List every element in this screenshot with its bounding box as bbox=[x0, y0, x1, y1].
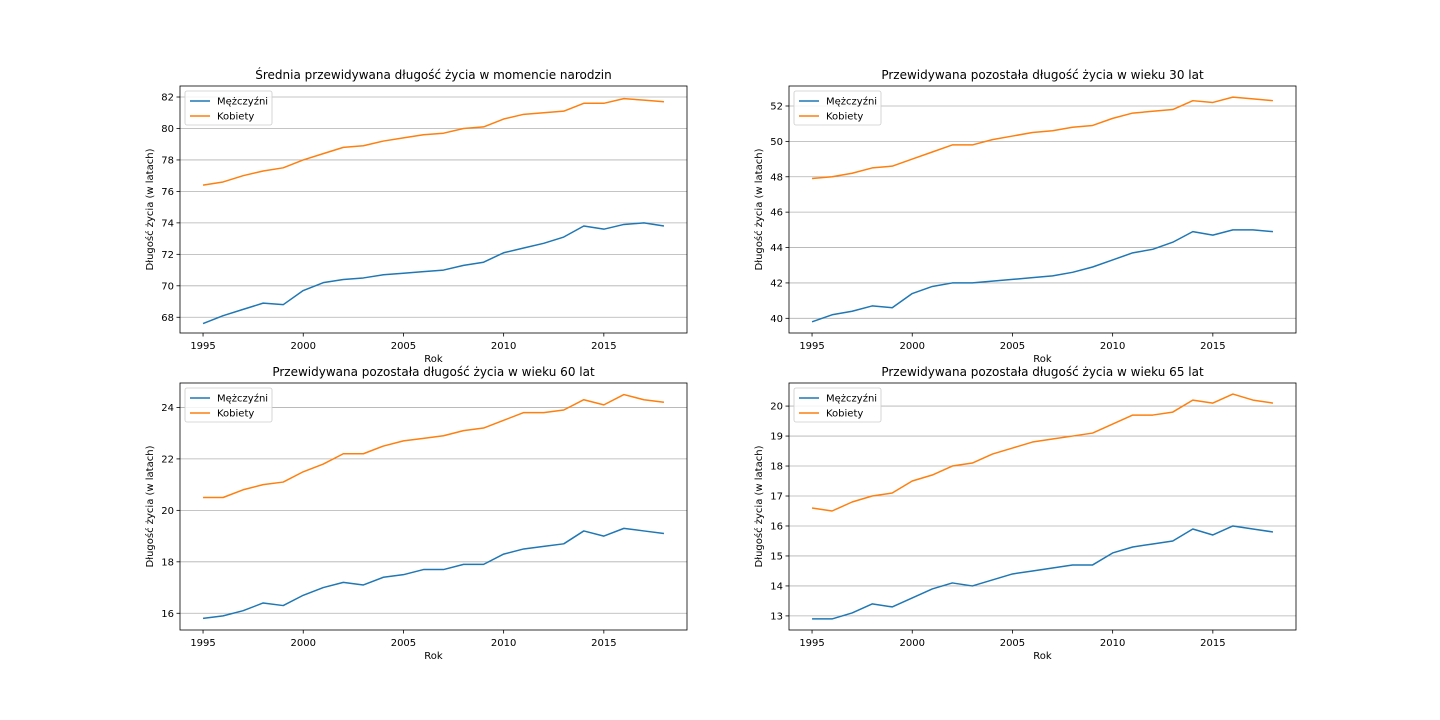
x-tick-label: 2015 bbox=[1200, 341, 1225, 352]
y-axis-label: Długość życia (w latach) bbox=[753, 148, 765, 270]
axes-frame bbox=[179, 382, 688, 631]
y-tick-label: 74 bbox=[161, 218, 174, 229]
series-line-women bbox=[811, 96, 1274, 180]
x-tick-label: 2010 bbox=[491, 341, 516, 352]
series-line-men bbox=[202, 222, 665, 325]
legend-label-women: Kobiety bbox=[217, 112, 254, 123]
y-tick-label: 50 bbox=[770, 137, 783, 148]
y-tick-label: 20 bbox=[770, 402, 783, 413]
x-tick-label: 2000 bbox=[900, 341, 925, 352]
axes-frame bbox=[788, 85, 1297, 334]
y-tick-label: 76 bbox=[161, 187, 174, 198]
x-tick-label: 2000 bbox=[291, 341, 316, 352]
x-axis-label: Rok bbox=[424, 651, 443, 662]
y-tick-label: 14 bbox=[770, 581, 783, 592]
x-tick-label: 1995 bbox=[190, 341, 215, 352]
series-line-women bbox=[811, 393, 1274, 512]
legend: Mężczyźni Kobiety bbox=[184, 90, 273, 126]
y-tick-label: 19 bbox=[770, 432, 783, 443]
y-tick-label: 40 bbox=[770, 314, 783, 325]
y-tick-label: 68 bbox=[161, 313, 174, 324]
series-line-women bbox=[203, 393, 665, 499]
y-tick-label: 82 bbox=[161, 93, 174, 104]
x-tick-label: 2015 bbox=[591, 341, 616, 352]
x-tick-label: 2010 bbox=[491, 638, 516, 649]
x-tick-label: 2000 bbox=[900, 638, 925, 649]
x-axis-label: Rok bbox=[424, 354, 443, 365]
legend-label-women: Kobiety bbox=[217, 409, 254, 420]
y-tick-label: 22 bbox=[161, 454, 174, 465]
y-tick-label: 70 bbox=[161, 281, 174, 292]
y-tick-label: 78 bbox=[161, 155, 174, 166]
y-axis-label: Długość życia (w latach) bbox=[144, 148, 156, 270]
x-tick-label: 2000 bbox=[291, 638, 316, 649]
x-tick-label: 2005 bbox=[391, 638, 416, 649]
chart-panel-3: 1995 2000 2005 2010 2015 16 18 20 22 24 Przewidywa… bbox=[144, 365, 688, 662]
y-tick-label: 16 bbox=[161, 609, 174, 620]
x-axis-label: Rok bbox=[1033, 354, 1052, 365]
legend-label-men: Mężczyźni bbox=[217, 393, 268, 405]
y-tick-label: 13 bbox=[770, 611, 783, 622]
y-tick-label: 42 bbox=[770, 278, 783, 289]
x-tick-label: 1995 bbox=[799, 341, 824, 352]
y-tick-label: 80 bbox=[161, 124, 174, 135]
legend: Mężczyźni Kobiety bbox=[793, 90, 882, 126]
x-tick-label: 2005 bbox=[391, 341, 416, 352]
series-line-women bbox=[202, 97, 665, 186]
x-tick-label: 2010 bbox=[1100, 638, 1125, 649]
x-axis-label: Rok bbox=[1033, 651, 1052, 662]
y-axis-label: Długość życia (w latach) bbox=[144, 445, 156, 567]
legend-label-women: Kobiety bbox=[826, 112, 863, 123]
axes-frame bbox=[788, 382, 1297, 631]
x-tick-label: 2010 bbox=[1100, 341, 1125, 352]
legend-label-men: Mężczyźni bbox=[826, 96, 877, 108]
chart-panel-2: 1995 2000 2005 2010 2015 40 42 44 46 48 50 52 Przewi… bbox=[753, 68, 1297, 365]
chart-panel-4: 1995 2000 2005 2010 2015 13 14 15 16 17 18 19 20 Prze… bbox=[753, 365, 1297, 662]
x-tick-label: 2005 bbox=[1000, 638, 1025, 649]
y-tick-label: 17 bbox=[770, 492, 783, 503]
chart-title: Przewidywana pozostała długość życia w w… bbox=[272, 365, 595, 379]
x-tick-label: 2015 bbox=[591, 638, 616, 649]
y-tick-label: 20 bbox=[161, 506, 174, 517]
series-line-men bbox=[812, 525, 1274, 620]
chart-panel-1: 1995 2000 2005 2010 2015 68 70 72 74 76 78 80 82 Śred… bbox=[144, 67, 688, 365]
x-tick-label: 2015 bbox=[1200, 638, 1225, 649]
y-axis-label: Długość życia (w latach) bbox=[753, 445, 765, 567]
x-tick-label: 1995 bbox=[190, 638, 215, 649]
legend: Mężczyźni Kobiety bbox=[793, 387, 882, 423]
y-tick-label: 18 bbox=[770, 462, 783, 473]
legend-label-men: Mężczyźni bbox=[217, 96, 268, 108]
axes-frame bbox=[179, 85, 688, 334]
y-tick-label: 15 bbox=[770, 551, 783, 562]
chart-title: Średnia przewidywana długość życia w mom… bbox=[255, 67, 611, 82]
y-tick-label: 72 bbox=[161, 250, 174, 261]
x-tick-label: 1995 bbox=[799, 638, 824, 649]
y-tick-label: 52 bbox=[770, 101, 783, 112]
x-tick-label: 2005 bbox=[1000, 341, 1025, 352]
y-tick-label: 46 bbox=[770, 208, 783, 219]
y-tick-label: 18 bbox=[161, 557, 174, 568]
chart-title: Przewidywana pozostała długość życia w w… bbox=[881, 68, 1204, 82]
chart-title: Przewidywana pozostała długość życia w w… bbox=[881, 365, 1204, 379]
y-tick-label: 48 bbox=[770, 172, 783, 183]
legend: Mężczyźni Kobiety bbox=[184, 387, 273, 423]
legend-label-women: Kobiety bbox=[826, 409, 863, 420]
series-line-men bbox=[811, 229, 1274, 323]
legend-label-men: Mężczyźni bbox=[826, 393, 877, 405]
series-line-men bbox=[202, 527, 665, 620]
y-tick-label: 16 bbox=[770, 521, 783, 532]
y-tick-label: 44 bbox=[770, 243, 783, 254]
y-tick-label: 24 bbox=[161, 403, 174, 414]
